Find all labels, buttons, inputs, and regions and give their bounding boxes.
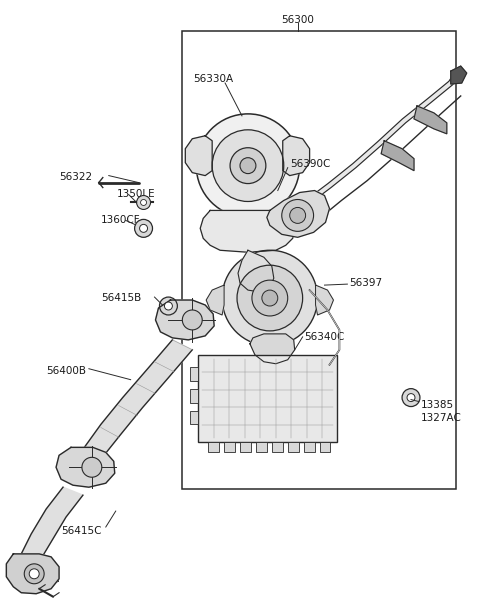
Circle shape bbox=[165, 302, 172, 310]
Bar bbox=[320, 442, 330, 452]
Polygon shape bbox=[238, 250, 274, 292]
Polygon shape bbox=[381, 141, 414, 171]
Text: 56330A: 56330A bbox=[193, 74, 233, 84]
Circle shape bbox=[141, 200, 146, 206]
Circle shape bbox=[29, 569, 39, 579]
Text: 56397: 56397 bbox=[349, 278, 383, 288]
Polygon shape bbox=[451, 66, 467, 84]
Polygon shape bbox=[185, 136, 212, 176]
Bar bbox=[182, 31, 456, 489]
Text: 56340C: 56340C bbox=[305, 332, 345, 342]
Bar bbox=[272, 442, 283, 452]
Polygon shape bbox=[156, 300, 214, 340]
Circle shape bbox=[134, 219, 153, 237]
Circle shape bbox=[82, 457, 102, 477]
Polygon shape bbox=[267, 190, 329, 237]
Text: FR.: FR. bbox=[19, 576, 41, 589]
Bar bbox=[224, 442, 235, 452]
Polygon shape bbox=[56, 447, 115, 487]
Bar bbox=[208, 442, 219, 452]
Polygon shape bbox=[200, 211, 296, 253]
Bar bbox=[190, 410, 198, 424]
Text: 56400B: 56400B bbox=[46, 366, 86, 376]
Circle shape bbox=[282, 200, 313, 232]
Circle shape bbox=[212, 130, 284, 201]
Text: 1327AC: 1327AC bbox=[421, 413, 462, 423]
Text: 56415B: 56415B bbox=[101, 293, 141, 303]
Bar bbox=[198, 355, 337, 442]
Bar bbox=[304, 442, 314, 452]
Circle shape bbox=[290, 208, 306, 224]
Circle shape bbox=[196, 114, 300, 217]
Bar bbox=[256, 442, 267, 452]
Text: 56415C: 56415C bbox=[61, 526, 102, 536]
Bar bbox=[288, 442, 299, 452]
Polygon shape bbox=[250, 334, 295, 363]
Circle shape bbox=[24, 564, 44, 584]
Circle shape bbox=[402, 389, 420, 407]
Text: 1350LE: 1350LE bbox=[117, 188, 156, 198]
Text: 56300: 56300 bbox=[281, 15, 314, 25]
Polygon shape bbox=[83, 340, 192, 460]
Circle shape bbox=[140, 224, 147, 232]
Polygon shape bbox=[206, 285, 224, 315]
Text: 56390C: 56390C bbox=[290, 159, 330, 169]
Bar bbox=[240, 442, 251, 452]
Circle shape bbox=[159, 297, 178, 315]
Circle shape bbox=[137, 195, 151, 209]
Circle shape bbox=[252, 280, 288, 316]
Polygon shape bbox=[315, 285, 334, 315]
Circle shape bbox=[222, 250, 318, 346]
Text: 1360CF: 1360CF bbox=[101, 216, 141, 225]
Polygon shape bbox=[283, 136, 310, 176]
Circle shape bbox=[407, 394, 415, 402]
Circle shape bbox=[240, 158, 256, 174]
Polygon shape bbox=[414, 106, 447, 134]
Polygon shape bbox=[21, 487, 83, 562]
Circle shape bbox=[237, 265, 302, 331]
Bar bbox=[190, 389, 198, 403]
Circle shape bbox=[182, 310, 202, 330]
Text: 13385: 13385 bbox=[421, 400, 454, 410]
Circle shape bbox=[262, 290, 278, 306]
Circle shape bbox=[230, 148, 266, 184]
Polygon shape bbox=[6, 554, 59, 594]
Text: 56322: 56322 bbox=[60, 172, 93, 182]
Bar bbox=[190, 367, 198, 381]
